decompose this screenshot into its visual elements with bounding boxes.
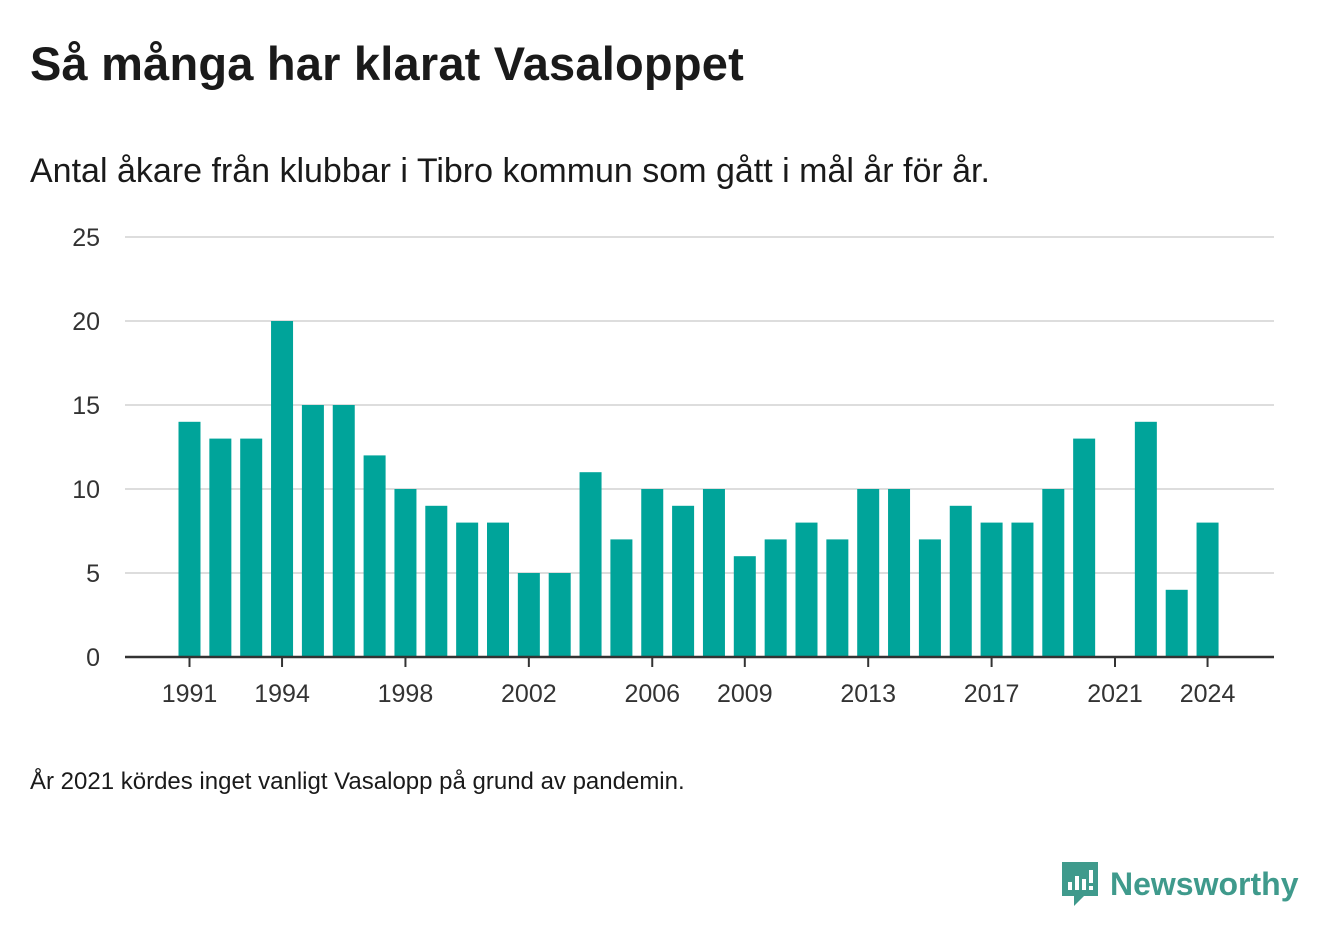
bar-2024 <box>1196 522 1219 657</box>
bar-2016 <box>949 505 972 657</box>
bar-2022 <box>1134 421 1157 657</box>
bar-2018 <box>1011 522 1034 657</box>
bar-2005 <box>610 539 633 657</box>
bar-2009 <box>733 556 756 657</box>
bar-2006 <box>641 489 664 657</box>
bar-1997 <box>363 455 386 657</box>
x-tick-label: 2017 <box>964 680 1020 708</box>
bar-2001 <box>487 522 509 657</box>
bar-2003 <box>548 573 571 657</box>
bar-2020 <box>1073 438 1096 657</box>
bar-1994 <box>271 321 294 657</box>
chart-title: Så många har klarat Vasaloppet <box>30 37 744 90</box>
y-tick-label: 20 <box>72 308 100 336</box>
x-tick-label: 2002 <box>501 680 557 708</box>
brand-logo: Newsworthy <box>1060 860 1298 908</box>
y-tick-label: 25 <box>72 224 100 252</box>
x-axis-ticks: 1991 1994 1998 2002 2006 2009 2013 2017 2021 2024 <box>162 657 1236 708</box>
bar-2015 <box>918 539 941 657</box>
bar-2019 <box>1042 489 1065 657</box>
bar-1995 <box>301 405 324 657</box>
bar-1991 <box>178 421 201 657</box>
x-tick-label: 2021 <box>1087 680 1143 708</box>
x-tick-label: 2013 <box>840 680 896 708</box>
bar-2023 <box>1165 589 1188 657</box>
x-tick-label: 2024 <box>1180 680 1236 708</box>
y-tick-label: 15 <box>72 392 100 420</box>
bar-1999 <box>425 505 448 657</box>
bar-2000 <box>456 522 479 657</box>
grid-lines <box>125 236 1274 574</box>
y-tick-label: 0 <box>86 644 100 672</box>
y-tick-label: 10 <box>72 476 100 504</box>
bar-2007 <box>672 505 695 657</box>
x-tick-label: 2006 <box>624 680 680 708</box>
bar-2004 <box>579 472 602 657</box>
brand-name: Newsworthy <box>1110 865 1299 902</box>
bar-1993 <box>240 438 263 657</box>
bar-2008 <box>702 489 725 657</box>
x-tick-label: 1994 <box>254 680 310 708</box>
bar-1996 <box>332 405 355 657</box>
bar-2002 <box>517 573 540 657</box>
footnote: År 2021 kördes inget vanligt Vasalopp på… <box>30 768 685 795</box>
bar-chart: 0 5 10 15 20 25 1991 1994 1998 2002 2006 2009 2013 2… <box>72 224 1274 708</box>
x-tick-label: 2009 <box>717 680 773 708</box>
x-tick-label: 1991 <box>162 680 218 708</box>
bar-2011 <box>795 522 818 657</box>
bar-2017 <box>980 522 1003 657</box>
x-tick-label: 1998 <box>378 680 434 708</box>
y-tick-label: 5 <box>86 560 100 588</box>
newsworthy-logo-icon <box>1062 862 1098 906</box>
y-axis-ticks: 0 5 10 15 20 25 <box>72 224 100 672</box>
bar-2013 <box>857 489 880 657</box>
bar-2012 <box>826 539 849 657</box>
bar-2010 <box>764 539 787 657</box>
bar-1992 <box>209 438 232 657</box>
bars <box>178 321 1219 657</box>
bar-1998 <box>394 489 417 657</box>
chart-subtitle: Antal åkare från klubbar i Tibro kommun … <box>30 152 990 190</box>
bar-2014 <box>888 489 911 657</box>
